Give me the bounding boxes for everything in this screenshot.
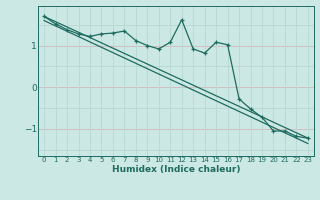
X-axis label: Humidex (Indice chaleur): Humidex (Indice chaleur): [112, 165, 240, 174]
